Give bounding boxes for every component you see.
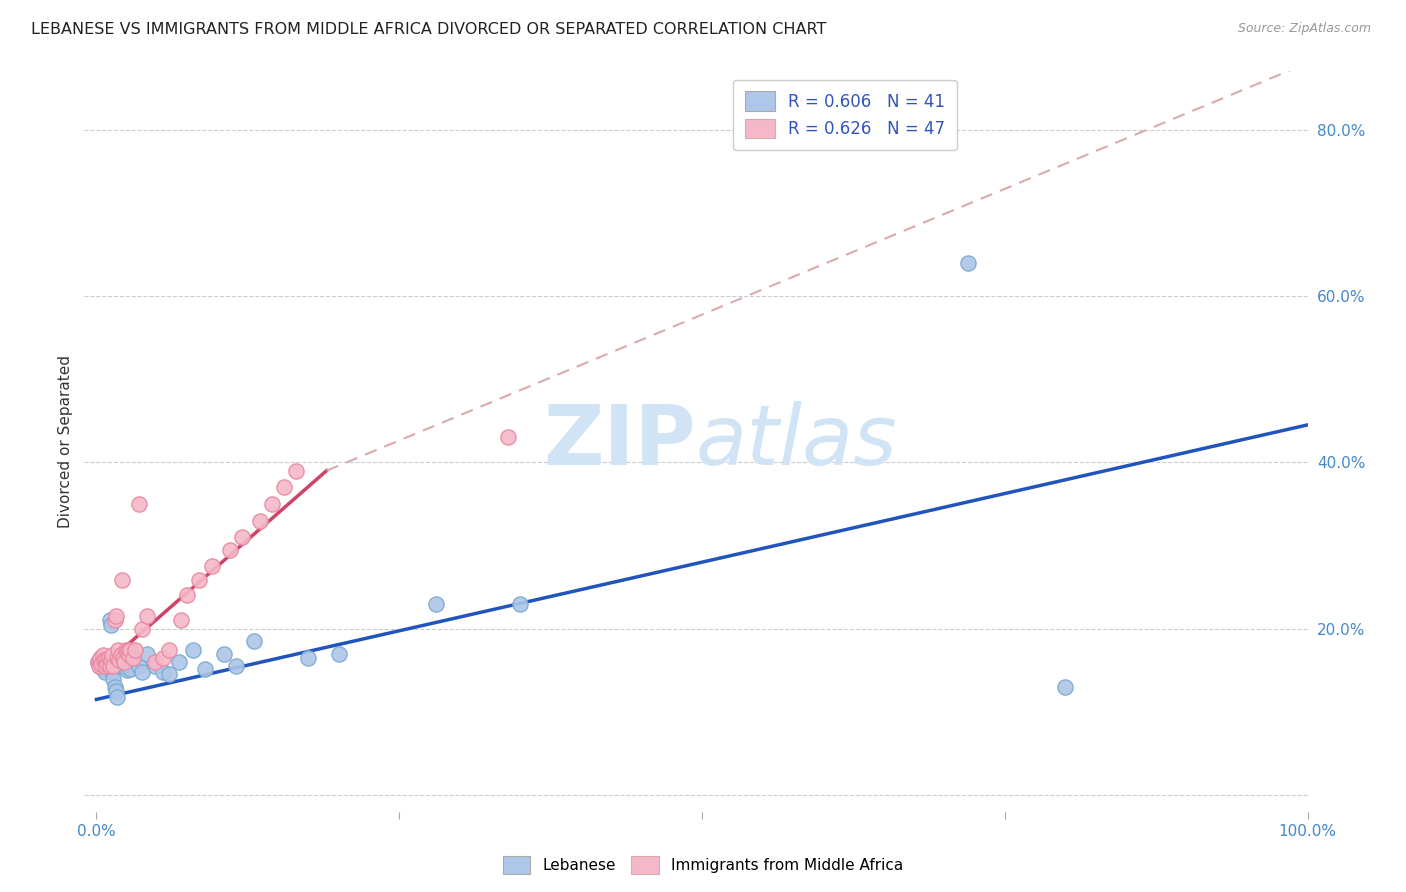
Point bbox=[98, 614, 121, 628]
Point bbox=[136, 609, 159, 624]
Point bbox=[103, 659, 125, 673]
Point bbox=[100, 653, 122, 667]
Point bbox=[105, 690, 128, 704]
Point bbox=[89, 659, 111, 673]
Point bbox=[89, 650, 111, 665]
Point bbox=[101, 648, 124, 663]
Point bbox=[262, 497, 284, 511]
Text: atlas: atlas bbox=[696, 401, 897, 482]
Point bbox=[152, 650, 174, 665]
Legend: Lebanese, Immigrants from Middle Africa: Lebanese, Immigrants from Middle Africa bbox=[496, 850, 910, 880]
Point bbox=[120, 642, 142, 657]
Point bbox=[120, 662, 142, 676]
Point bbox=[152, 665, 174, 679]
Point bbox=[131, 622, 153, 636]
Point bbox=[104, 680, 127, 694]
Point bbox=[194, 662, 217, 676]
Point bbox=[96, 655, 118, 669]
Point bbox=[87, 657, 110, 671]
Point bbox=[243, 634, 266, 648]
Point bbox=[131, 665, 153, 679]
Point bbox=[128, 497, 150, 511]
Point bbox=[1054, 680, 1077, 694]
Point bbox=[93, 653, 115, 667]
Point bbox=[231, 530, 253, 544]
Point bbox=[107, 642, 129, 657]
Point bbox=[176, 589, 198, 603]
Point bbox=[105, 650, 128, 665]
Point bbox=[103, 672, 125, 686]
Point bbox=[212, 647, 235, 661]
Point bbox=[96, 653, 118, 667]
Text: Source: ZipAtlas.com: Source: ZipAtlas.com bbox=[1237, 22, 1371, 36]
Point bbox=[94, 659, 117, 673]
Point bbox=[115, 645, 138, 659]
Point bbox=[104, 614, 127, 628]
Point bbox=[101, 665, 124, 679]
Text: ZIP: ZIP bbox=[544, 401, 696, 482]
Point bbox=[124, 642, 146, 657]
Point bbox=[157, 667, 180, 681]
Point bbox=[117, 642, 139, 657]
Point bbox=[328, 647, 350, 661]
Point bbox=[509, 597, 531, 611]
Point bbox=[91, 657, 114, 672]
Point bbox=[188, 574, 211, 588]
Point bbox=[97, 650, 120, 665]
Point bbox=[108, 653, 131, 667]
Point bbox=[100, 617, 122, 632]
Point bbox=[97, 657, 120, 671]
Point bbox=[86, 655, 108, 669]
Point bbox=[225, 659, 247, 673]
Y-axis label: Divorced or Separated: Divorced or Separated bbox=[58, 355, 73, 528]
Text: LEBANESE VS IMMIGRANTS FROM MIDDLE AFRICA DIVORCED OR SEPARATED CORRELATION CHAR: LEBANESE VS IMMIGRANTS FROM MIDDLE AFRIC… bbox=[31, 22, 827, 37]
Point bbox=[90, 657, 112, 671]
Point bbox=[110, 648, 132, 663]
Point bbox=[87, 659, 110, 673]
Point bbox=[114, 642, 136, 657]
Point bbox=[143, 655, 166, 669]
Point bbox=[108, 659, 131, 673]
Point bbox=[98, 659, 121, 673]
Point bbox=[112, 655, 135, 669]
Point bbox=[297, 650, 319, 665]
Point bbox=[118, 648, 141, 663]
Point bbox=[121, 650, 143, 665]
Point bbox=[112, 650, 135, 665]
Legend: R = 0.606   N = 41, R = 0.626   N = 47: R = 0.606 N = 41, R = 0.626 N = 47 bbox=[733, 79, 956, 150]
Point bbox=[496, 430, 519, 444]
Point bbox=[104, 609, 127, 624]
Point bbox=[218, 542, 240, 557]
Point bbox=[200, 559, 222, 574]
Point bbox=[136, 647, 159, 661]
Point bbox=[121, 650, 143, 665]
Point bbox=[96, 657, 118, 671]
Point bbox=[273, 480, 295, 494]
Point bbox=[957, 255, 980, 269]
Point bbox=[167, 655, 190, 669]
Point bbox=[91, 648, 114, 663]
Point bbox=[249, 514, 271, 528]
Point bbox=[93, 662, 115, 676]
Point bbox=[157, 642, 180, 657]
Point bbox=[90, 653, 112, 667]
Point bbox=[86, 655, 108, 669]
Point bbox=[183, 642, 205, 657]
Point bbox=[170, 614, 193, 628]
Point bbox=[111, 653, 134, 667]
Point bbox=[96, 659, 118, 673]
Point bbox=[104, 684, 127, 698]
Point bbox=[112, 659, 135, 673]
Point bbox=[285, 464, 308, 478]
Point bbox=[111, 574, 134, 588]
Point bbox=[425, 597, 447, 611]
Point bbox=[94, 665, 117, 679]
Point bbox=[128, 659, 150, 673]
Point bbox=[143, 659, 166, 673]
Point bbox=[115, 663, 138, 677]
